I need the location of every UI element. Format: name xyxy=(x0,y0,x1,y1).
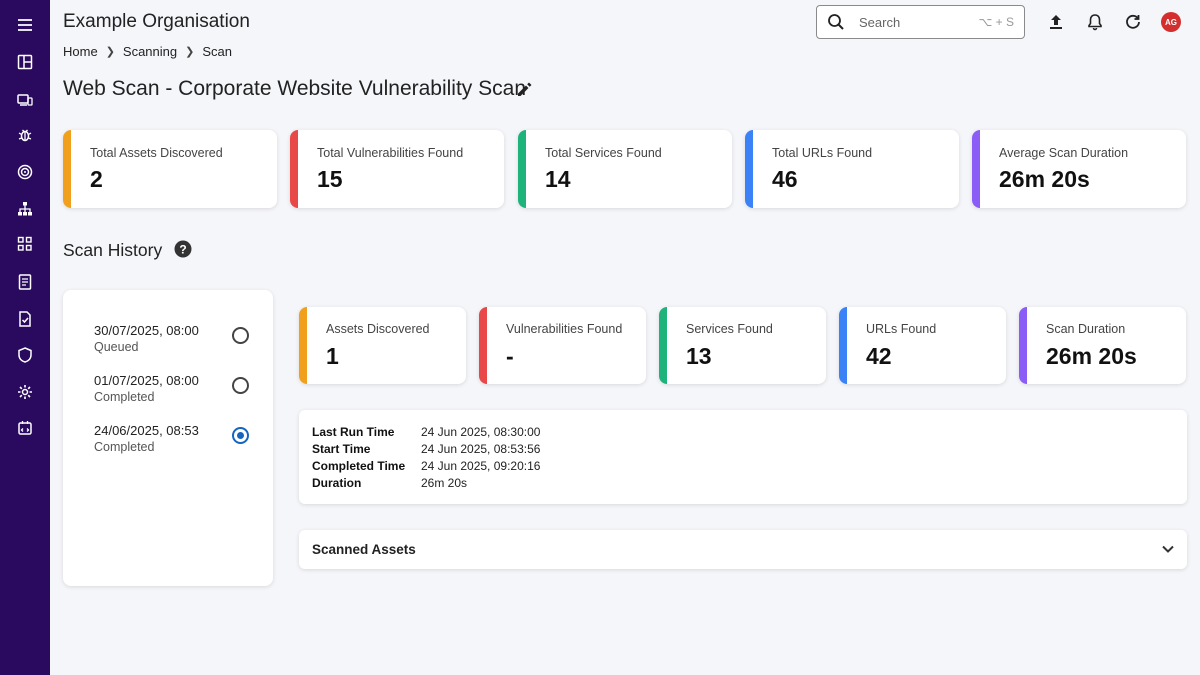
card-label: Total Assets Discovered xyxy=(90,146,223,160)
detail-value: 24 Jun 2025, 08:30:00 xyxy=(421,425,541,439)
search-box[interactable]: ⌥ + S xyxy=(816,5,1025,39)
scan-status: Queued xyxy=(94,340,139,354)
card-label: Services Found xyxy=(686,322,773,336)
scan-details-panel: Last Run Time 24 Jun 2025, 08:30:00 Star… xyxy=(299,410,1187,504)
scan-radio[interactable] xyxy=(232,327,249,344)
book-icon[interactable] xyxy=(13,270,37,294)
card-accent-bar xyxy=(63,130,71,208)
chevron-right-icon: ❯ xyxy=(105,46,115,58)
card-accent-bar xyxy=(839,307,847,384)
search-shortcut: ⌥ + S xyxy=(978,15,1014,29)
urls-found-card: URLs Found 42 xyxy=(839,307,1006,384)
settings-icon[interactable] xyxy=(13,380,37,404)
search-icon xyxy=(828,14,844,30)
card-accent-bar xyxy=(290,130,298,208)
detail-value: 24 Jun 2025, 08:53:56 xyxy=(421,442,541,456)
menu-icon[interactable] xyxy=(13,13,37,37)
card-value: 14 xyxy=(545,166,571,192)
dashboard-icon[interactable] xyxy=(13,50,37,74)
card-accent-bar xyxy=(1019,307,1027,384)
card-accent-bar xyxy=(745,130,753,208)
target-icon[interactable] xyxy=(13,160,37,184)
card-value: 2 xyxy=(90,166,103,192)
page-title: Web Scan - Corporate Website Vulnerabili… xyxy=(63,77,527,100)
edit-icon[interactable] xyxy=(515,79,535,99)
detail-value: 24 Jun 2025, 09:20:16 xyxy=(421,459,541,473)
card-label: Total Services Found xyxy=(545,146,662,160)
upload-icon[interactable] xyxy=(1045,11,1067,33)
total-urls-card: Total URLs Found 46 xyxy=(745,130,959,208)
card-accent-bar xyxy=(972,130,980,208)
scan-history-list: 30/07/2025, 08:00 Queued 01/07/2025, 08:… xyxy=(63,290,273,586)
search-input[interactable] xyxy=(859,14,969,30)
breadcrumb: Home ❯ Scanning ❯ Scan xyxy=(63,44,232,59)
hierarchy-icon[interactable] xyxy=(13,197,37,221)
card-label: Assets Discovered xyxy=(326,322,430,336)
scan-status: Completed xyxy=(94,440,155,454)
scan-date: 30/07/2025, 08:00 xyxy=(94,323,199,338)
avatar[interactable]: AG xyxy=(1161,12,1181,32)
card-value: 42 xyxy=(866,343,892,369)
scan-duration-card: Scan Duration 26m 20s xyxy=(1019,307,1186,384)
detail-key: Completed Time xyxy=(312,459,406,473)
detail-value: 26m 20s xyxy=(421,476,468,490)
apps-icon[interactable] xyxy=(13,232,37,256)
detail-key: Start Time xyxy=(312,442,371,456)
card-value: 1 xyxy=(326,343,339,369)
report-icon[interactable] xyxy=(13,307,37,331)
card-label: Vulnerabilities Found xyxy=(506,322,623,336)
card-accent-bar xyxy=(479,307,487,384)
breadcrumb-home[interactable]: Home xyxy=(63,44,98,59)
card-label: URLs Found xyxy=(866,322,937,336)
devices-icon[interactable] xyxy=(13,88,37,112)
sidebar xyxy=(0,0,50,675)
card-value: 26m 20s xyxy=(1046,343,1137,369)
scan-date: 24/06/2025, 08:53 xyxy=(94,423,199,438)
breadcrumb-scan: Scan xyxy=(202,44,232,59)
detail-key: Last Run Time xyxy=(312,425,395,439)
card-label: Total Vulnerabilities Found xyxy=(317,146,464,160)
card-value: 15 xyxy=(317,166,343,192)
average-scan-duration-card: Average Scan Duration 26m 20s xyxy=(972,130,1186,208)
scan-date: 01/07/2025, 08:00 xyxy=(94,373,199,388)
chevron-down-icon xyxy=(1162,545,1174,553)
total-vulnerabilities-card: Total Vulnerabilities Found 15 xyxy=(290,130,504,208)
scan-history-item[interactable]: 30/07/2025, 08:00 Queued xyxy=(63,323,273,363)
card-label: Average Scan Duration xyxy=(999,146,1129,160)
chevron-right-icon: ❯ xyxy=(185,46,195,58)
bell-icon[interactable] xyxy=(1084,11,1106,33)
total-services-card: Total Services Found 14 xyxy=(518,130,732,208)
org-title: Example Organisation xyxy=(63,11,250,32)
scan-radio-selected[interactable] xyxy=(232,427,249,444)
card-label: Scan Duration xyxy=(1046,322,1126,336)
scan-history-item[interactable]: 24/06/2025, 08:53 Completed xyxy=(63,423,273,463)
card-label: Total URLs Found xyxy=(772,146,873,160)
integration-icon[interactable] xyxy=(13,416,37,440)
scan-history-item[interactable]: 01/07/2025, 08:00 Completed xyxy=(63,373,273,413)
card-value: 46 xyxy=(772,166,798,192)
card-accent-bar xyxy=(299,307,307,384)
scan-history-title: Scan History xyxy=(63,240,163,260)
refresh-icon[interactable] xyxy=(1122,11,1144,33)
card-value: - xyxy=(506,343,514,369)
svg-text:?: ? xyxy=(179,242,186,256)
breadcrumb-scanning[interactable]: Scanning xyxy=(122,44,178,59)
bug-icon[interactable] xyxy=(13,123,37,147)
shield-icon[interactable] xyxy=(13,343,37,367)
help-icon[interactable]: ? xyxy=(174,240,192,258)
accordion-title: Scanned Assets xyxy=(312,542,416,557)
services-found-card: Services Found 13 xyxy=(659,307,826,384)
vulnerabilities-found-card: Vulnerabilities Found - xyxy=(479,307,646,384)
assets-discovered-card: Assets Discovered 1 xyxy=(299,307,466,384)
card-value: 26m 20s xyxy=(999,166,1090,192)
card-accent-bar xyxy=(659,307,667,384)
scanned-assets-accordion[interactable]: Scanned Assets xyxy=(299,530,1187,569)
scan-radio[interactable] xyxy=(232,377,249,394)
scan-status: Completed xyxy=(94,390,155,404)
card-value: 13 xyxy=(686,343,712,369)
detail-key: Duration xyxy=(312,476,362,490)
total-assets-card: Total Assets Discovered 2 xyxy=(63,130,277,208)
card-accent-bar xyxy=(518,130,526,208)
